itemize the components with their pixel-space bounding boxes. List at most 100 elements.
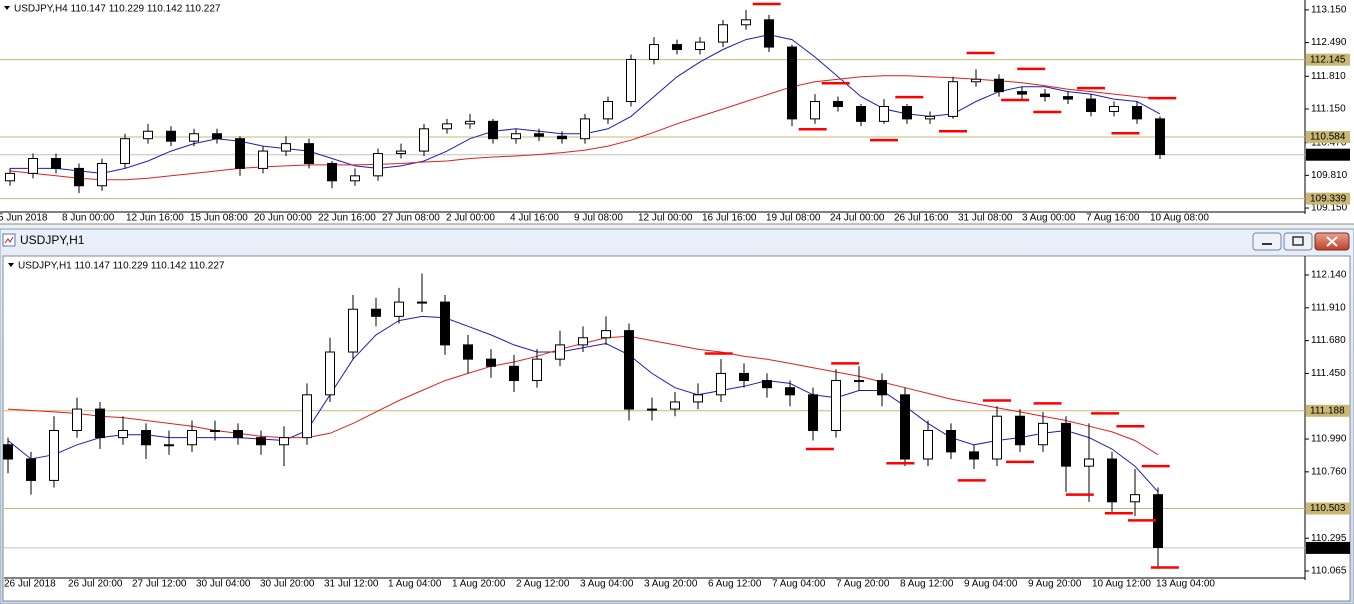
current-price-label: 110.227: [1310, 149, 1346, 160]
candle-body: [1061, 422, 1071, 467]
window-title: USDJPY,H1: [20, 233, 85, 247]
candle-body: [440, 301, 450, 346]
y-tick-label: 111.680: [1311, 335, 1346, 346]
candle-body: [143, 130, 153, 140]
candle-body: [509, 365, 519, 382]
x-tick-label: 31 Jul 08:00: [958, 213, 1013, 224]
maximize-button[interactable]: [1283, 232, 1313, 251]
candle-body: [1017, 91, 1027, 95]
candle-body: [3, 444, 13, 460]
x-tick-label: 3 Aug 20:00: [644, 579, 698, 590]
candle-body: [808, 394, 818, 431]
maximize-glyph: [1292, 236, 1304, 246]
level-label: 110.503: [1310, 503, 1346, 514]
candle-body: [555, 344, 565, 360]
candle-body: [649, 44, 659, 60]
candle-body: [946, 429, 956, 453]
candle-body: [1107, 458, 1117, 503]
x-tick-label: 7 Aug 20:00: [836, 579, 890, 590]
x-tick-label: 9 Jul 08:00: [574, 213, 623, 224]
x-tick-label: 6 Aug 12:00: [708, 579, 762, 590]
x-tick-label: 10 Aug 08:00: [1150, 213, 1209, 224]
candle-body: [1040, 93, 1050, 98]
candle-body: [534, 133, 544, 137]
candle-body: [948, 81, 958, 117]
candle-body: [511, 133, 521, 140]
candle-body: [831, 380, 841, 431]
candle-body: [394, 301, 404, 317]
candle-body: [417, 301, 427, 304]
current-price-label: 110.227: [1310, 543, 1346, 554]
x-tick-label: 9 Aug 20:00: [1028, 579, 1082, 590]
y-tick-label: 110.990: [1311, 434, 1347, 445]
candle-body: [210, 429, 220, 432]
candle-body: [189, 133, 199, 142]
x-tick-label: 30 Jul 04:00: [196, 579, 251, 590]
x-tick-label: 4 Jul 16:00: [510, 213, 559, 224]
x-tick-label: 2 Jul 00:00: [446, 213, 495, 224]
candle-body: [304, 143, 314, 164]
candle-body: [603, 101, 613, 120]
candle-body: [325, 351, 335, 396]
candle-body: [856, 105, 866, 122]
candle-body: [971, 78, 981, 83]
y-tick-label: 112.490: [1311, 37, 1347, 48]
candle-body: [74, 167, 84, 187]
candle-body: [718, 24, 728, 43]
candle-body: [465, 120, 475, 125]
candle-body: [28, 158, 38, 174]
candle-body: [716, 372, 726, 396]
x-tick-label: 13 Aug 04:00: [1156, 579, 1215, 590]
candle-body: [672, 44, 682, 51]
candle-body: [233, 429, 243, 439]
x-tick-label: 27 Jun 08:00: [382, 213, 440, 224]
x-tick-label: 2 Aug 12:00: [516, 579, 570, 590]
level-label: 110.584: [1310, 132, 1346, 143]
candle-body: [442, 123, 452, 130]
chart-header: USDJPY,H1 110.147 110.229 110.142 110.22…: [18, 261, 225, 272]
candle-body: [5, 172, 15, 182]
candle-body: [580, 118, 590, 140]
minimize-button[interactable]: [1252, 232, 1282, 251]
candle-body: [693, 394, 703, 403]
candle-body: [626, 58, 636, 103]
level-label-box: [1306, 192, 1350, 205]
candle-body: [1155, 118, 1165, 156]
y-tick-label: 109.810: [1311, 170, 1348, 181]
candle-body: [994, 78, 1004, 93]
candle-body: [557, 135, 567, 140]
h4-pane: [0, 0, 1354, 224]
level-label-box: [1306, 131, 1350, 144]
minimize-glyph: [1262, 243, 1272, 245]
x-tick-label: 16 Jul 16:00: [702, 213, 757, 224]
candle-body: [51, 158, 61, 169]
current-price-box: [1306, 148, 1350, 161]
candle-body: [1130, 494, 1140, 503]
candle-body: [879, 105, 889, 122]
candle-body: [923, 429, 933, 460]
candle-body: [166, 130, 176, 142]
x-tick-label: 1 Aug 20:00: [452, 579, 506, 590]
candle-body: [1063, 96, 1073, 100]
x-tick-label: 3 Aug 04:00: [580, 579, 634, 590]
x-tick-label: 19 Jul 08:00: [766, 213, 821, 224]
x-tick-label: 1 Aug 04:00: [388, 579, 442, 590]
level-label-box: [1306, 53, 1350, 66]
y-tick-label: 110.065: [1311, 566, 1347, 577]
candle-body: [647, 408, 657, 411]
candle-body: [1084, 458, 1094, 467]
level-label: 109.339: [1310, 193, 1347, 204]
candle-body: [302, 394, 312, 439]
current-price-box: [1306, 541, 1350, 554]
candle-body: [785, 387, 795, 396]
candle-body: [463, 344, 473, 360]
candle-body: [900, 394, 910, 460]
candle-body: [97, 162, 107, 187]
x-tick-label: 26 Jul 16:00: [894, 213, 949, 224]
candle-body: [1038, 422, 1048, 446]
y-tick-label: 113.150: [1311, 5, 1347, 16]
x-tick-label: 31 Jul 12:00: [324, 579, 379, 590]
x-tick-label: 8 Aug 12:00: [900, 579, 954, 590]
candle-body: [764, 19, 774, 48]
x-tick-label: 22 Jun 16:00: [318, 213, 376, 224]
